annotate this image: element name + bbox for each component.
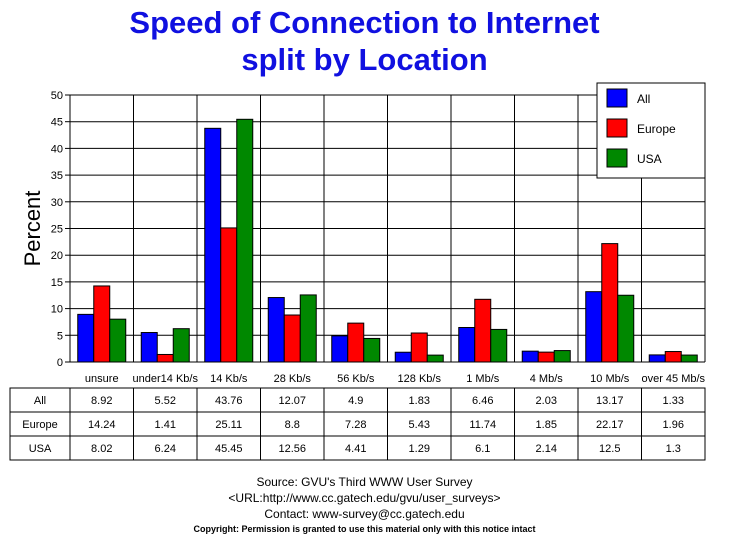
x-tick-label: under14 Kb/s [133, 373, 199, 385]
legend-label: Europe [637, 122, 676, 136]
table-cell-value: 4.41 [345, 443, 366, 455]
table-cell-value: 1.83 [409, 395, 430, 407]
bar-usa [172, 328, 190, 363]
x-tick-label: 4 Mb/s [530, 373, 564, 385]
bar-all [331, 335, 349, 363]
bar-all [585, 291, 603, 363]
bar-europe [220, 227, 238, 363]
table-cell-value: 2.14 [536, 443, 557, 455]
bar-usa [426, 354, 444, 363]
bar-europe [601, 243, 619, 363]
source-text: Source: GVU's Third WWW User Survey [256, 475, 473, 489]
bar-all [204, 127, 222, 363]
table-cell-value: 12.5 [599, 443, 620, 455]
table-cell-value: 12.07 [278, 395, 306, 407]
y-tick-label: 35 [51, 170, 63, 182]
table-cell-value: 13.17 [596, 395, 624, 407]
x-tick-label: 10 Mb/s [590, 373, 630, 385]
source-url: <URL:http://www.cc.gatech.edu/gvu/user_s… [228, 491, 501, 505]
x-tick-label: unsure [85, 373, 119, 385]
bar-europe [283, 314, 301, 363]
bar-chart: 0 5 10 15 20 25 30 35 40 45 50 Percent unsure under14… [9, 82, 706, 461]
bar-usa [109, 318, 127, 363]
bar-all [394, 351, 412, 363]
table-cell-value: 1.85 [536, 419, 557, 431]
table-cell-value: 1.3 [666, 443, 681, 455]
bar-all [77, 313, 95, 363]
y-tick-label: 20 [51, 250, 63, 262]
bar-europe [93, 285, 111, 363]
table-cell-value: 8.02 [91, 443, 112, 455]
table-cell-value: 11.74 [469, 419, 496, 431]
bar-europe [347, 322, 365, 363]
y-axis-label: Percent [20, 191, 45, 267]
table-cell-value: 8.92 [91, 395, 112, 407]
bar-usa [236, 118, 254, 363]
bar-all [267, 297, 285, 363]
bar-usa [363, 337, 381, 363]
table-row-header: Europe [22, 419, 57, 431]
y-tick-label: 25 [51, 224, 63, 236]
legend-swatch [606, 88, 628, 108]
y-tick-label: 30 [51, 197, 63, 209]
bar-all [140, 332, 158, 363]
bar-europe [664, 351, 682, 363]
bar-usa [617, 294, 635, 363]
table-cell-value: 2.03 [536, 395, 557, 407]
bar-usa [553, 350, 571, 363]
table-cell-value: 14.24 [88, 419, 116, 431]
copyright-text: Copyright: Permission is granted to use … [193, 524, 536, 534]
legend-swatch [606, 118, 628, 138]
y-tick-label: 5 [57, 330, 63, 342]
bar-all [521, 350, 539, 363]
table-cell-value: 1.33 [663, 395, 684, 407]
table-row-header: USA [29, 443, 52, 455]
y-tick-label: 10 [51, 304, 63, 316]
table-cell-value: 12.56 [278, 443, 306, 455]
chart-title-line-1: Speed of Connection to Internet [129, 5, 600, 40]
bar-europe [410, 332, 428, 363]
contact-text: Contact: www-survey@cc.gatech.edu [264, 507, 465, 521]
y-tick-label: 40 [51, 143, 63, 155]
table-cell-value: 6.46 [472, 395, 493, 407]
table-cell-value: 22.17 [596, 419, 624, 431]
x-tick-label: 14 Kb/s [210, 373, 248, 385]
x-tick-label: 1 Mb/s [466, 373, 500, 385]
table-cell-value: 1.41 [155, 419, 176, 431]
x-tick-label: over 45 Mb/s [641, 373, 705, 385]
bar-all [458, 327, 476, 363]
table-cell-value: 1.29 [409, 443, 430, 455]
bar-europe [474, 298, 492, 363]
x-tick-label: 28 Kb/s [274, 373, 312, 385]
y-tick-label: 50 [51, 90, 63, 102]
table-cell-value: 5.52 [155, 395, 176, 407]
legend-label: All [637, 92, 650, 106]
y-tick-label: 15 [51, 277, 63, 289]
bar-usa [299, 294, 317, 363]
bar-europe [537, 351, 555, 363]
table-cell-value: 8.8 [285, 419, 300, 431]
table-cell-value: 43.76 [215, 395, 243, 407]
bar-europe [156, 353, 174, 363]
table-cell-value: 7.28 [345, 419, 366, 431]
table-cell-value: 25.11 [215, 419, 242, 431]
legend-label: USA [637, 152, 662, 166]
table-cell-value: 6.24 [155, 443, 176, 455]
table-cell-value: 45.45 [215, 443, 243, 455]
bar-usa [680, 354, 698, 363]
bar-all [648, 354, 666, 363]
table-cell-value: 4.9 [348, 395, 363, 407]
y-tick-label: 0 [57, 357, 63, 369]
y-tick-label: 45 [51, 117, 63, 129]
chart-title-line-2: split by Location [241, 42, 488, 77]
bar-usa [490, 328, 508, 363]
table-cell-value: 1.96 [663, 419, 684, 431]
legend-swatch [606, 148, 628, 168]
table-cell-value: 5.43 [409, 419, 430, 431]
table-cell-value: 6.1 [475, 443, 490, 455]
x-tick-label: 56 Kb/s [337, 373, 375, 385]
table-row-header: All [34, 395, 46, 407]
x-tick-label: 128 Kb/s [398, 373, 442, 385]
